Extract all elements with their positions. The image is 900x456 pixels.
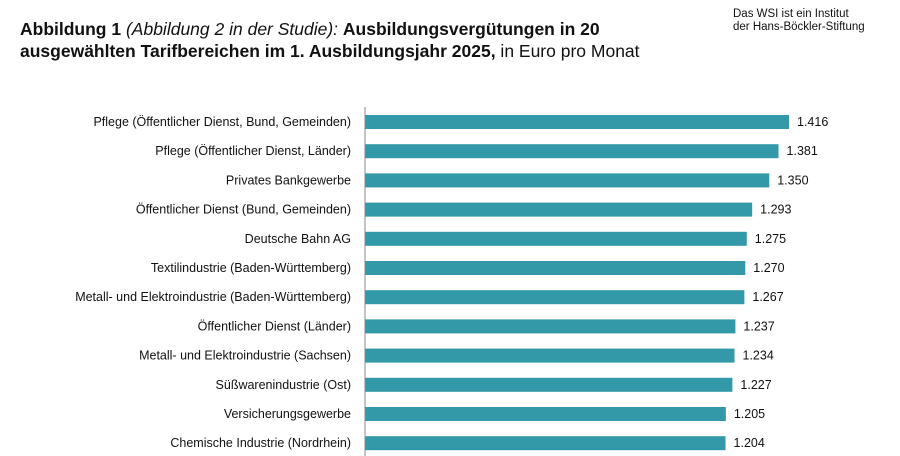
bar-11 [365,407,726,421]
value-label-9: 1.234 [743,349,774,363]
value-label-6: 1.270 [753,261,784,275]
bars-group [365,115,789,451]
category-label-6: Textilindustrie (Baden-Württemberg) [151,261,351,275]
value-label-12: 1.204 [734,436,765,450]
category-label-7: Metall- und Elektroindustrie (Baden-Würt… [75,290,351,304]
bar-4 [365,202,753,217]
category-label-12: Chemische Industrie (Nordrhein) [170,436,351,450]
value-label-10: 1.227 [740,378,771,392]
value-label-4: 1.293 [760,203,791,217]
title-main: Ausbildungsvergütungen in 20 ausgewählte… [20,19,600,61]
value-label-5: 1.275 [755,232,786,246]
category-label-11: Versicherungsgewerbe [224,407,351,421]
category-label-4: Öffentlicher Dienst (Bund, Gemeinden) [136,203,351,217]
bar-9 [365,348,735,363]
value-label-8: 1.237 [743,319,774,333]
bar-10 [365,377,733,392]
source-note: Das WSI ist ein Institut der Hans-Böckle… [733,8,865,33]
title-figure-number: Abbildung 1 [20,19,126,39]
chart-title: Abbildung 1 (Abbildung 2 in der Studie):… [20,18,720,62]
category-label-3: Privates Bankgewerbe [226,173,351,187]
value-label-2: 1.381 [787,144,818,158]
bar-2 [365,144,779,159]
value-label-3: 1.350 [777,173,808,187]
bar-7 [365,290,745,305]
value-label-1: 1.416 [797,115,828,129]
bar-5 [365,231,747,246]
title-unit: in Euro pro Monat [495,41,640,61]
bar-6 [365,261,746,275]
category-label-9: Metall- und Elektroindustrie (Sachsen) [139,349,351,363]
title-study-reference: (Abbildung 2 in der Studie): [125,19,343,39]
bar-3 [365,173,770,188]
category-label-5: Deutsche Bahn AG [245,232,351,246]
category-label-2: Pflege (Öffentlicher Dienst, Länder) [155,144,351,158]
value-label-7: 1.267 [752,290,783,304]
bar-1 [365,115,789,129]
bar-12 [365,436,726,451]
category-label-1: Pflege (Öffentlicher Dienst, Bund, Gemei… [93,115,351,129]
category-label-8: Öffentlicher Dienst (Länder) [198,319,351,333]
value-label-11: 1.205 [734,407,765,421]
bar-8 [365,319,736,334]
category-label-10: Süßwarenindustrie (Ost) [216,378,351,392]
category-labels-group: Pflege (Öffentlicher Dienst, Bund, Gemei… [75,115,351,450]
value-labels-group: 1.416 1.381 1.350 1.293 1.275 1.270 1.267 1.237… [734,115,829,450]
